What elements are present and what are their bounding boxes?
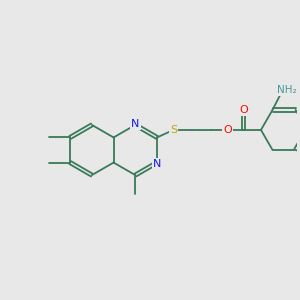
Text: S: S [170,125,177,135]
Text: N: N [153,159,161,169]
Text: N: N [131,119,140,129]
Text: NH₂: NH₂ [277,85,296,95]
Text: O: O [223,125,232,135]
Text: O: O [239,105,248,115]
